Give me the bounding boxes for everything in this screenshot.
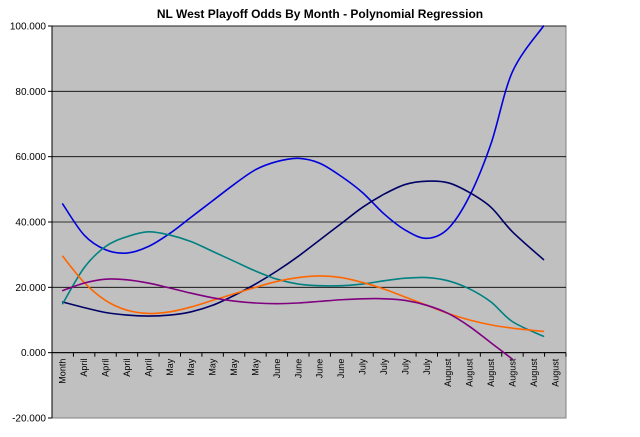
x-tick-label: Month	[58, 359, 68, 384]
x-tick-label: May	[229, 358, 239, 376]
x-tick-label: June	[336, 359, 346, 379]
y-tick-label: 100.000	[10, 22, 47, 33]
x-tick-label: August	[465, 358, 475, 387]
series-line	[61, 180, 545, 317]
y-tick-label: 0.000	[21, 348, 46, 359]
x-tick-label: August	[550, 358, 560, 387]
x-tick-label: April	[79, 359, 89, 377]
x-tick-label: August	[443, 358, 453, 387]
x-tick-label: May	[250, 358, 260, 376]
x-tick-label: May	[208, 358, 218, 376]
x-tick-label: June	[315, 359, 325, 379]
x-tick-label: April	[143, 359, 153, 377]
series-line	[61, 25, 545, 254]
y-tick-label: 80.000	[15, 87, 46, 98]
series-layer	[61, 25, 545, 360]
x-tick-label: July	[422, 358, 432, 375]
y-tick-label: 40.000	[15, 218, 46, 229]
x-tick-label: May	[165, 358, 175, 376]
y-tick-label: 60.000	[15, 152, 46, 163]
x-tick-label: May	[186, 358, 196, 376]
series-line	[61, 255, 545, 333]
series-line	[61, 278, 514, 360]
x-tick-label: April	[122, 359, 132, 377]
x-tick-label: August	[529, 358, 539, 387]
x-tick-label: August	[507, 358, 517, 387]
x-tick-label: July	[379, 358, 389, 375]
x-tick-label: July	[358, 358, 368, 375]
series-line	[61, 230, 545, 338]
chart-title: NL West Playoff Odds By Month - Polynomi…	[156, 7, 484, 21]
x-tick-label: August	[486, 358, 496, 387]
x-tick-label: June	[293, 359, 303, 379]
y-tick-label: 20.000	[15, 283, 46, 294]
x-tick-label: July	[400, 358, 410, 375]
axis-layer: -20.000 0.000 20.000 40.000 60.000 80.000 100.…	[10, 22, 567, 425]
x-tick-label: June	[272, 359, 282, 379]
y-tick-label: -20.000	[12, 414, 46, 425]
x-tick-label: April	[101, 359, 111, 377]
